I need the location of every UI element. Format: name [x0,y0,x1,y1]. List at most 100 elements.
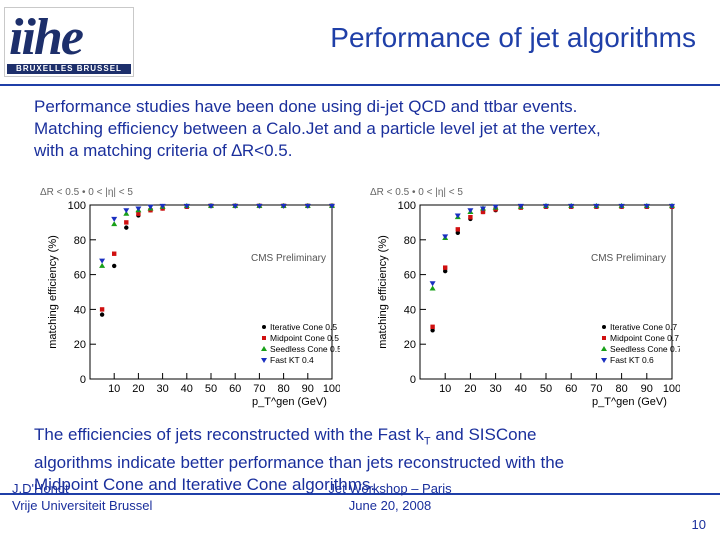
data-point [111,216,118,222]
footer-institution: Vrije Universiteit Brussel [12,498,153,513]
plot-cut-label: ΔR < 0.5 • 0 < |η| < 5 [40,187,133,198]
data-point [669,203,675,209]
x-tick-label: 80 [277,383,289,395]
data-point [123,208,130,214]
y-tick-label: 20 [74,339,86,351]
logo-subtext: BRUXELLES BRUSSEL [7,64,131,74]
data-point [429,281,436,287]
legend-marker [261,358,267,363]
conclusion-line: The efficiencies of jets reconstructed w… [34,425,537,448]
data-point [147,204,154,210]
conclusion-text: The efficiencies of jets reconstructed w… [34,424,694,496]
y-axis-label: matching efficiency (%) [377,235,389,349]
plot-frame [89,204,333,380]
page-number: 10 [691,517,706,532]
intro-text: Performance studies have been done using… [34,96,714,162]
y-tick-label: 60 [74,270,86,282]
y-tick-label: 100 [398,200,416,212]
legend-label: Midpoint Cone 0.7 [610,333,679,343]
legend-label: Seedless Cone 0.5 [270,344,340,354]
legend-marker [262,325,266,329]
data-point [593,203,600,209]
iihe-logo: iihe BRUXELLES BRUSSEL [4,7,134,77]
data-point [99,307,105,312]
data-point [280,203,287,209]
data-point [135,206,142,212]
y-tick-label: 80 [404,235,416,247]
x-tick-label: 60 [229,383,241,395]
y-tick-label: 0 [410,374,416,386]
x-tick-label: 30 [156,383,168,395]
x-tick-label: 70 [253,383,265,395]
x-tick-label: 40 [181,383,193,395]
legend-marker [602,336,606,340]
data-point [443,268,448,274]
footer-author-block: J.D'Hondt Vrije Universiteit Brussel [12,480,152,514]
intro-line: Matching efficiency between a Calo.Jet a… [34,119,601,138]
efficiency-plot-cone-07: ΔR < 0.5 • 0 < |η| < 5 CMS Preliminary 0 20… [370,187,680,408]
legend-marker [262,336,266,340]
data-point [159,203,166,209]
plot-frame [419,204,673,380]
y-tick-label: 20 [404,339,416,351]
intro-line: Performance studies have been done using… [34,97,578,116]
data-point [111,221,118,227]
data-point [543,203,549,209]
logo-mark: iihe [9,9,84,66]
x-tick-label: 40 [515,383,527,395]
legend-marker [261,346,267,351]
data-point [112,251,117,256]
x-tick-label: 50 [540,383,552,395]
legend-marker [601,346,607,351]
y-tick-label: 0 [80,374,86,386]
y-tick-label: 80 [74,235,86,247]
intro-line: with a matching criteria of ∆R<0.5. [34,141,293,160]
legend-label: Fast KT 0.4 [270,355,314,365]
conclusion-line: algorithms indicate better performance t… [34,453,565,473]
legend-label: Seedless Cone 0.7 [610,344,680,354]
conclusion-line: Midpoint Cone and Iterative Cone algorit… [34,475,376,495]
data-point [208,203,214,209]
footer-divider [0,493,720,495]
data-point [568,203,575,209]
data-point [468,214,473,220]
data-point [455,230,460,236]
x-tick-label: 90 [641,383,653,395]
cms-preliminary-label: CMS Preliminary [591,253,666,264]
legend-label: Iterative Cone 0.5 [270,322,337,332]
x-tick-label: 30 [489,383,501,395]
y-tick-label: 100 [68,200,86,212]
data-point [480,209,486,215]
x-tick-label: 100 [663,383,680,395]
data-point [99,262,106,268]
x-tick-label: 10 [108,383,120,395]
data-point [99,258,106,264]
x-tick-label: 20 [464,383,476,395]
data-point [454,213,461,219]
legend-label: Midpoint Cone 0.5 [270,333,339,343]
y-axis-label: matching efficiency (%) [47,235,59,349]
x-tick-label: 100 [323,383,340,395]
x-axis-label: p_T^gen (GeV) [592,396,667,408]
footer-event-block: Jet Workshop – Paris June 20, 2008 [320,480,460,514]
data-point [136,211,141,216]
y-tick-label: 60 [404,270,416,282]
data-point [480,206,486,212]
legend-marker [602,325,606,329]
data-point [256,203,263,209]
footer-date: June 20, 2008 [348,498,432,513]
data-point [124,220,129,225]
data-point [455,227,460,232]
data-point [618,203,625,209]
data-point [329,203,335,209]
legend-label: Fast KT 0.6 [610,355,654,365]
x-tick-label: 50 [205,383,217,395]
data-point [124,225,129,230]
data-point [99,312,105,317]
legend-label: Iterative Cone 0.7 [610,322,677,332]
x-tick-label: 70 [590,383,602,395]
data-point [443,265,448,270]
data-point [492,204,499,210]
data-point [429,285,436,291]
data-point [430,324,435,329]
